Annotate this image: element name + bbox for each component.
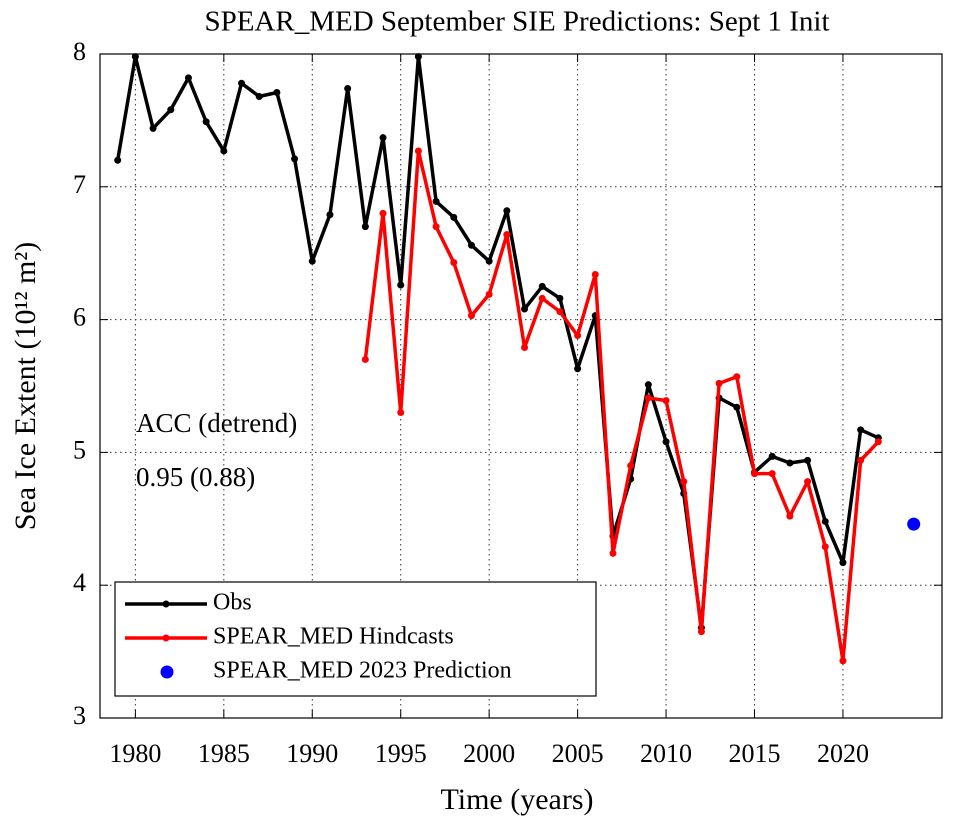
data-point	[733, 403, 741, 411]
annotation: ACC (detrend)	[136, 408, 297, 438]
legend-label: SPEAR_MED 2023 Prediction	[213, 658, 512, 684]
data-point	[857, 426, 865, 434]
data-point	[432, 223, 440, 231]
data-point	[857, 456, 865, 464]
data-point	[432, 197, 440, 205]
x-tick-label: 2015	[728, 739, 780, 768]
data-point	[291, 155, 299, 163]
y-axis-label: Sea Ice Extent (10¹² m²)	[9, 242, 42, 531]
data-point	[485, 290, 493, 298]
data-point	[591, 270, 599, 278]
y-tick-label: 4	[73, 568, 86, 597]
data-point	[220, 147, 228, 155]
data-point	[609, 549, 617, 557]
data-point	[450, 258, 458, 266]
legend-label: SPEAR_MED Hindcasts	[213, 624, 454, 650]
annotation: 0.95 (0.88)	[136, 462, 255, 492]
y-tick-label: 7	[73, 170, 86, 199]
data-point	[821, 517, 829, 525]
data-point	[308, 257, 316, 265]
data-point	[184, 74, 192, 82]
legend-marker	[162, 600, 170, 608]
data-point	[202, 118, 210, 126]
data-point	[521, 305, 529, 313]
data-point	[697, 628, 705, 636]
data-point	[255, 92, 263, 100]
data-point	[839, 657, 847, 665]
data-point	[715, 379, 723, 387]
legend-marker	[160, 665, 174, 679]
x-tick-label: 2010	[640, 739, 692, 768]
data-point	[273, 89, 281, 97]
data-point	[379, 209, 387, 217]
plot-frame	[99, 53, 943, 719]
data-point	[556, 294, 564, 302]
data-point	[149, 124, 157, 132]
data-point	[750, 470, 758, 478]
data-point	[786, 459, 794, 467]
data-point	[680, 478, 688, 486]
data-point	[361, 223, 369, 231]
series-line	[363, 149, 880, 663]
data-point	[556, 308, 564, 316]
x-tick-label: 2020	[817, 739, 869, 768]
x-axis-label: Time (years)	[440, 783, 593, 816]
data-point	[238, 79, 246, 87]
data-point	[503, 207, 511, 215]
data-point	[414, 147, 422, 155]
legend-label: Obs	[213, 590, 252, 616]
data-point	[397, 409, 405, 417]
data-point	[485, 257, 493, 265]
data-point	[662, 438, 670, 446]
data-point	[821, 543, 829, 551]
legend-marker	[162, 634, 170, 642]
data-point	[414, 53, 422, 61]
data-point	[768, 452, 776, 460]
y-tick-label: 5	[73, 435, 86, 464]
data-point	[131, 53, 139, 61]
x-tick-label: 1985	[198, 739, 250, 768]
data-point	[768, 470, 776, 478]
data-point	[326, 211, 334, 219]
x-tick-label: 1995	[375, 739, 427, 768]
data-point	[467, 241, 475, 249]
data-point	[839, 559, 847, 567]
data-point	[344, 85, 352, 93]
data-point	[574, 332, 582, 340]
data-point	[804, 478, 812, 486]
data-point	[644, 381, 652, 389]
data-point	[538, 294, 546, 302]
data-point	[397, 281, 405, 289]
data-point	[450, 213, 458, 221]
data-point	[503, 231, 511, 239]
x-tick-label: 2000	[463, 739, 515, 768]
data-point	[379, 134, 387, 142]
data-point	[538, 282, 546, 290]
data-point	[907, 517, 921, 531]
y-tick-label: 6	[73, 303, 86, 332]
data-point	[467, 312, 475, 320]
data-point	[786, 512, 794, 520]
x-tick-label: 1990	[286, 739, 338, 768]
data-point	[627, 462, 635, 470]
data-point	[167, 106, 175, 114]
y-tick-label: 3	[73, 701, 86, 730]
data-point	[114, 156, 122, 164]
data-point	[733, 373, 741, 381]
data-point	[361, 355, 369, 363]
data-point	[644, 394, 652, 402]
chart-title: SPEAR_MED September SIE Predictions: Sep…	[204, 6, 829, 38]
data-point	[574, 365, 582, 373]
data-point	[804, 456, 812, 464]
data-point	[662, 397, 670, 405]
data-point	[874, 438, 882, 446]
x-tick-label: 2005	[552, 739, 604, 768]
data-point	[521, 343, 529, 351]
y-tick-label: 8	[73, 37, 86, 66]
x-tick-label: 1980	[109, 739, 161, 768]
